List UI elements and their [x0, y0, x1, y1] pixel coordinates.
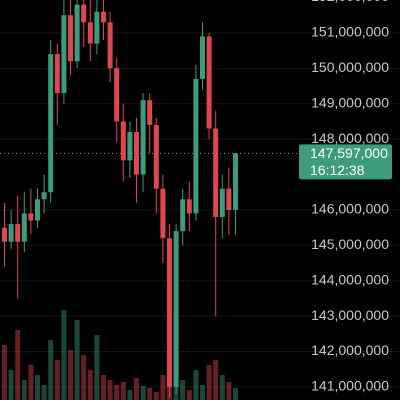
last-price-box: [299, 144, 392, 180]
candle-body: [173, 231, 179, 387]
volume-bar: [54, 360, 60, 400]
y-tick-label: 151,000,000: [311, 24, 389, 40]
candle-body: [48, 54, 54, 193]
last-price-label: 147,597,000: [310, 145, 388, 161]
candle-body: [140, 100, 146, 175]
y-tick-label: 152,000,000: [311, 0, 389, 4]
volume-bar: [41, 385, 47, 400]
y-tick-label: 150,000,000: [311, 59, 389, 75]
volume-bar: [127, 390, 133, 400]
y-tick-label: 149,000,000: [311, 94, 389, 110]
candle-body: [94, 11, 100, 44]
volume-bar: [233, 388, 238, 400]
volume-bar: [28, 365, 34, 400]
candle-body: [147, 100, 153, 125]
candle-body: [28, 213, 34, 221]
candle-layer: [0, 0, 300, 398]
candle-body: [87, 22, 93, 44]
candle-body: [81, 4, 87, 23]
y-tick-label: 142,000,000: [311, 342, 389, 358]
candle-body: [167, 238, 172, 387]
volume-bar: [200, 385, 205, 400]
candle-body: [107, 22, 113, 69]
volume-bar: [2, 345, 7, 400]
y-tick-label: 148,000,000: [311, 130, 389, 146]
volume-bar: [8, 370, 14, 400]
candle-body: [186, 199, 192, 214]
y-tick-label: 141,000,000: [311, 378, 389, 394]
y-tick-label: 145,000,000: [311, 236, 389, 252]
volume-bar: [68, 350, 73, 400]
volume-bar: [21, 380, 27, 400]
volume-bar: [114, 385, 120, 400]
candle-body: [2, 227, 7, 242]
candle-body: [8, 224, 14, 242]
y-tick-label: 144,000,000: [311, 271, 389, 287]
candle-body: [101, 11, 106, 23]
volume-bar: [186, 390, 192, 400]
candle-body: [233, 153, 238, 210]
volume-bar: [15, 330, 21, 400]
candle-body: [213, 128, 219, 217]
candle-body: [160, 188, 166, 239]
volume-bar: [206, 365, 212, 400]
volume-bar: [147, 388, 153, 400]
candle-body: [35, 199, 40, 221]
candle-body: [21, 213, 27, 242]
volume-bar: [87, 370, 93, 400]
candle-body: [226, 188, 232, 210]
volume-bar: [153, 392, 159, 400]
candle-body: [15, 224, 21, 242]
volume-bar: [107, 380, 113, 400]
volume-bar: [74, 320, 80, 400]
volume-bar: [134, 378, 139, 400]
volume-bar: [120, 382, 126, 400]
candle-body: [120, 121, 126, 161]
volume-bar: [94, 335, 100, 400]
volume-bar: [226, 382, 232, 400]
volume-bar: [193, 370, 199, 400]
volume-bar: [101, 375, 106, 400]
candle-body: [206, 36, 212, 129]
volume-bar: [35, 375, 40, 400]
volume-bar: [160, 375, 166, 400]
volume-bar: [140, 386, 146, 400]
grid: [0, 32, 400, 388]
candle-body: [54, 54, 60, 94]
candle-body: [68, 15, 73, 62]
volume-bar: [213, 360, 219, 400]
volume-bar: [219, 375, 225, 400]
volume-bar: [61, 310, 67, 400]
volume-bar: [81, 355, 87, 400]
axis-labels: 141,000,000 142,000,000 143,000,000 144,000…: [299, 0, 392, 394]
candle-body: [219, 188, 225, 217]
volume-bar: [180, 380, 186, 400]
candle-body: [127, 132, 133, 161]
y-tick-label: 143,000,000: [311, 307, 389, 323]
candle-body: [74, 4, 80, 62]
last-time-label: 16:12:38: [310, 162, 365, 178]
candle-body: [41, 192, 47, 200]
candle-body: [180, 199, 186, 232]
candle-body: [61, 15, 67, 94]
candle-body: [153, 124, 159, 189]
candle-body: [193, 78, 199, 214]
y-tick-label: 146,000,000: [311, 201, 389, 217]
candle-body: [200, 36, 205, 79]
candle-body: [114, 68, 120, 122]
volume-bar: [48, 340, 54, 400]
